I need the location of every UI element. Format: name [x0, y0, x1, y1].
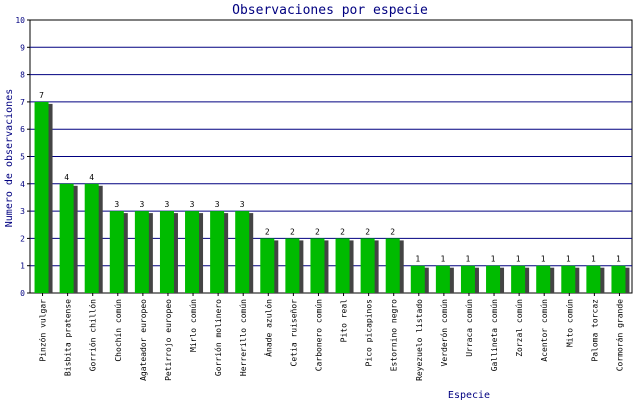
plot-area: 0 1 2 3 4 5 6 7 8 9 10 7 Pinzón vulgar 4 Bisbita prate… [15, 16, 633, 381]
x-category-label: Cormorán grande [615, 299, 624, 371]
bar-value-label: 2 [315, 227, 320, 236]
bar-value-label: 2 [340, 227, 345, 236]
y-tick-label: 4 [20, 180, 25, 189]
x-category-label: Ánade azulón [262, 299, 273, 357]
bar-value-label: 1 [440, 255, 445, 264]
x-category-label: Gorrión chillón [88, 299, 98, 371]
x-category-label: Verderón común [439, 299, 449, 367]
x-category-label: Pinzón vulgar [38, 299, 48, 362]
x-category-label: Herrerillo común [239, 299, 248, 376]
bar [134, 211, 149, 293]
y-tick-label: 9 [20, 43, 25, 52]
y-tick-label: 8 [20, 71, 25, 80]
bar-value-label: 3 [190, 200, 195, 209]
x-category-label: Agateador europeo [139, 299, 148, 381]
bar [59, 183, 74, 293]
x-category-label: Mirlo común [189, 299, 198, 352]
bar-value-label: 3 [215, 200, 220, 209]
bar-value-label: 3 [139, 200, 144, 209]
bar-value-label: 3 [114, 200, 119, 209]
bar [310, 238, 325, 293]
bar-value-label: 7 [39, 91, 44, 100]
bar [210, 211, 225, 293]
x-category-label: Reyezuelo listado [415, 299, 424, 381]
bar-value-label: 2 [390, 227, 395, 236]
y-tick-label: 5 [20, 153, 25, 162]
bar-value-label: 2 [365, 227, 370, 236]
x-category-label: Acentor común [540, 299, 549, 362]
x-category-label: Chochín común [114, 299, 123, 362]
y-tick-label: 10 [15, 16, 25, 25]
x-category-label: Gallineta común [490, 299, 499, 371]
x-category-label: Carbonero común [314, 299, 323, 371]
bar [335, 238, 350, 293]
bar-value-label: 4 [64, 173, 69, 182]
bar [410, 265, 425, 293]
x-category-label: Bisbita pratense [64, 299, 73, 376]
bar-value-label: 1 [466, 255, 471, 264]
bar [536, 265, 551, 293]
x-category-label: Cetia ruiseñor [289, 299, 298, 367]
bar [235, 211, 250, 293]
bar-value-label: 1 [566, 255, 571, 264]
x-category-label: Mito común [565, 299, 574, 347]
x-category-label: Urraca común [465, 299, 474, 357]
bar-value-label: 1 [491, 255, 496, 264]
chart-title: Observaciones por especie [232, 3, 428, 18]
y-tick-label: 7 [20, 98, 25, 107]
y-tick-label: 2 [20, 234, 25, 243]
y-tick-label: 1 [20, 262, 25, 271]
bar-value-label: 2 [265, 227, 270, 236]
x-category-label: Zorzal común [515, 299, 524, 357]
bar-value-label: 3 [165, 200, 170, 209]
y-tick-label: 6 [20, 125, 25, 134]
y-tick-label: 0 [20, 289, 25, 298]
bar [486, 265, 501, 293]
bar [84, 183, 99, 293]
x-category-label: Gorrión molinero [213, 299, 223, 376]
bar [460, 265, 475, 293]
bar [260, 238, 275, 293]
bar-value-label: 1 [591, 255, 596, 264]
bar [34, 101, 49, 294]
x-category-label: Paloma torcaz [590, 299, 599, 362]
x-category-label: Petirrojo europeo [164, 299, 173, 381]
bar-value-label: 1 [616, 255, 621, 264]
bar [159, 211, 174, 293]
bar [285, 238, 300, 293]
x-category-label: Estornino negro [390, 299, 399, 371]
bar [586, 265, 601, 293]
bar [511, 265, 526, 293]
bar [435, 265, 450, 293]
x-axis-label: Especie [448, 390, 490, 400]
bar-value-label: 1 [541, 255, 546, 264]
x-category-label: Pito real [340, 299, 349, 343]
bar-value-label: 1 [516, 255, 521, 264]
bar [360, 238, 375, 293]
bar-value-label: 2 [290, 227, 295, 236]
bar-value-label: 4 [89, 173, 94, 182]
bar-value-label: 3 [240, 200, 245, 209]
y-axis-label: Numero de observaciones [4, 89, 15, 227]
bar [611, 265, 626, 293]
bar-value-label: 1 [415, 255, 420, 264]
bar [561, 265, 576, 293]
y-tick-label: 3 [20, 207, 25, 216]
bar [109, 211, 124, 293]
bar [385, 238, 400, 293]
bar [185, 211, 200, 293]
x-category-label: Pico picapinos [365, 299, 374, 367]
